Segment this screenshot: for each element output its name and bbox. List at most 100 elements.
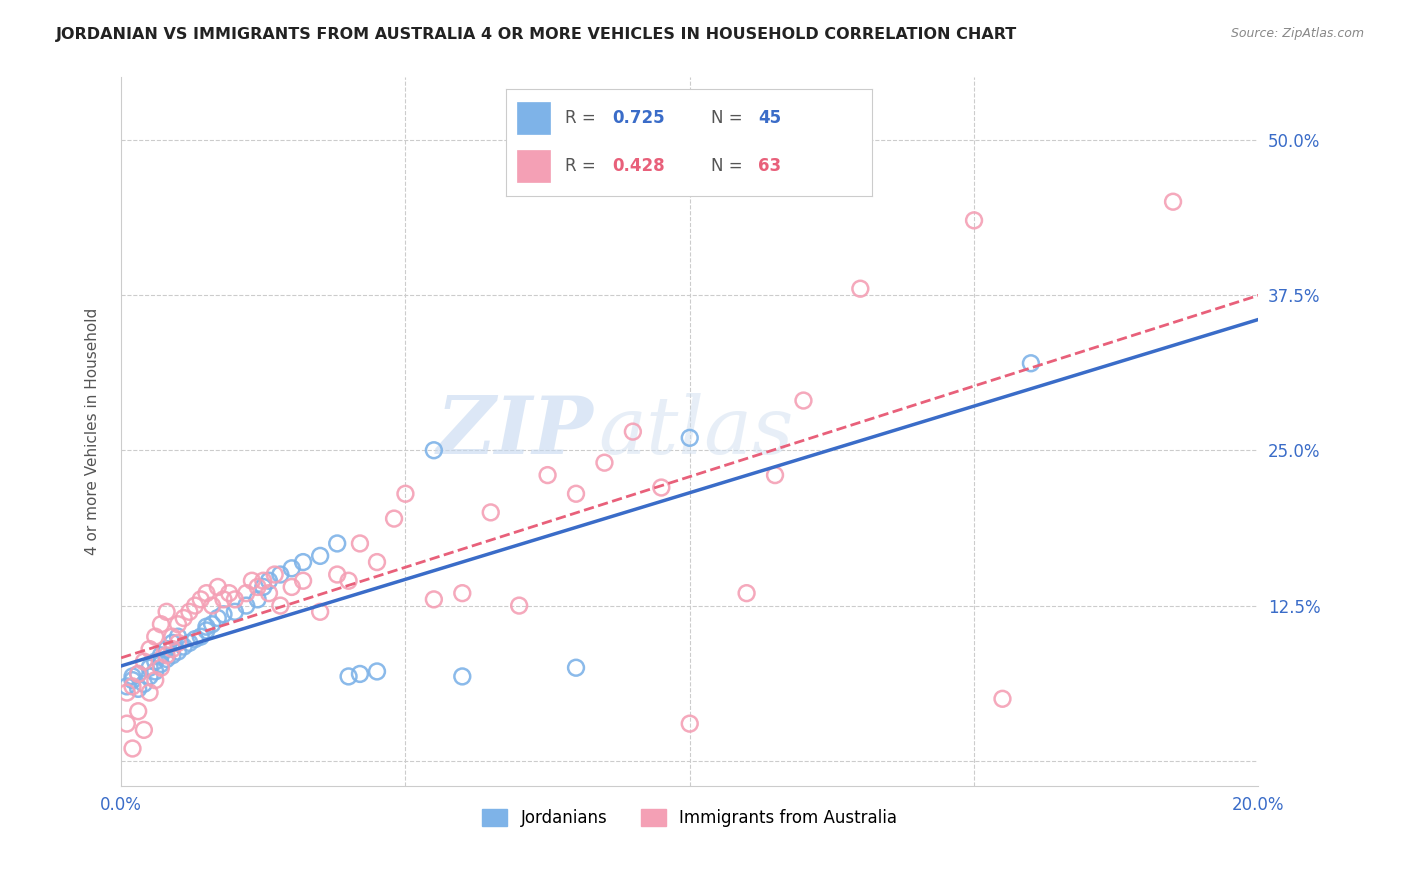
Text: N =: N = [711,157,748,175]
Point [235,586,257,600]
Point [167,644,190,658]
Point [179,636,201,650]
Point [479,505,502,519]
Point [167,636,190,650]
Point [207,611,229,625]
Point [138,685,160,699]
Text: 0.428: 0.428 [612,157,665,175]
Point [179,605,201,619]
Point [201,617,224,632]
Y-axis label: 4 or more Vehicles in Household: 4 or more Vehicles in Household [86,308,100,555]
Point [309,549,332,563]
Point [326,567,349,582]
Point [149,657,172,671]
Point [246,592,269,607]
Point [240,574,263,588]
Point [127,667,149,681]
Point [201,599,224,613]
Point [132,655,155,669]
Point [173,611,195,625]
Point [115,679,138,693]
Point [149,648,172,663]
Point [1019,356,1042,370]
Text: Source: ZipAtlas.com: Source: ZipAtlas.com [1230,27,1364,40]
Point [394,487,416,501]
Text: N =: N = [711,109,748,127]
Point [224,592,246,607]
Point [792,393,814,408]
Point [337,669,360,683]
Point [195,624,218,638]
Point [280,561,302,575]
Point [423,592,446,607]
Point [132,677,155,691]
Legend: Jordanians, Immigrants from Australia: Jordanians, Immigrants from Australia [475,803,904,834]
Point [257,586,280,600]
Point [173,640,195,654]
Point [143,673,166,688]
Point [269,567,291,582]
Point [121,673,143,688]
Point [162,630,184,644]
Point [963,213,986,227]
Point [162,636,184,650]
Point [337,574,360,588]
Point [246,580,269,594]
Point [292,555,315,569]
Point [366,665,388,679]
Point [184,632,207,647]
Point [143,665,166,679]
Point [167,617,190,632]
Point [156,642,179,657]
Point [190,630,212,644]
Point [508,599,530,613]
Point [121,741,143,756]
Point [127,667,149,681]
Point [167,630,190,644]
Text: 0.725: 0.725 [612,109,665,127]
Point [423,443,446,458]
Point [184,599,207,613]
Point [149,617,172,632]
Point [763,468,786,483]
Text: 45: 45 [758,109,782,127]
Point [382,511,405,525]
Point [143,630,166,644]
Point [621,425,644,439]
Point [195,586,218,600]
Point [252,574,274,588]
Point [1161,194,1184,209]
Point [849,282,872,296]
Point [536,468,558,483]
FancyBboxPatch shape [517,150,550,182]
Text: ZIP: ZIP [436,392,593,470]
Point [735,586,758,600]
Point [565,661,588,675]
Point [451,586,474,600]
Point [156,605,179,619]
Point [349,536,371,550]
Point [127,704,149,718]
Point [991,691,1014,706]
Point [195,620,218,634]
Point [162,642,184,657]
Point [269,599,291,613]
Point [326,536,349,550]
Point [138,642,160,657]
Point [156,652,179,666]
Text: JORDANIAN VS IMMIGRANTS FROM AUSTRALIA 4 OR MORE VEHICLES IN HOUSEHOLD CORRELATI: JORDANIAN VS IMMIGRANTS FROM AUSTRALIA 4… [56,27,1018,42]
Point [565,487,588,501]
Point [115,685,138,699]
Point [127,681,149,696]
Point [263,567,285,582]
Point [207,580,229,594]
Point [224,605,246,619]
Point [212,607,235,622]
Point [121,679,143,693]
Text: R =: R = [565,109,600,127]
Point [679,716,702,731]
Text: 63: 63 [758,157,782,175]
Point [138,669,160,683]
Point [679,431,702,445]
Text: R =: R = [565,157,600,175]
